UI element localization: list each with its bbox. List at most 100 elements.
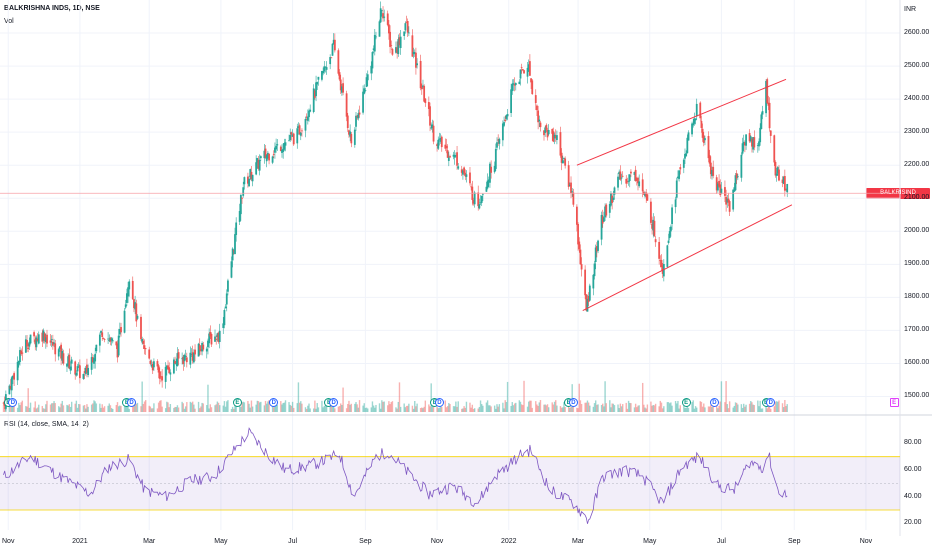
candle-body [505,114,508,119]
volume-bar [256,400,259,412]
earnings-event-icon[interactable]: E [232,398,242,407]
volume-bar [701,406,704,412]
candle-body [601,216,604,224]
candle-body [668,231,671,239]
volume-bar [183,408,186,412]
volume-bar [636,407,638,412]
volume-bar [462,408,464,412]
dividend-event-icon[interactable]: D [269,398,279,407]
candle-body [551,129,554,134]
volume-bar [140,406,142,412]
candle-body [371,52,374,69]
candle-body [514,83,517,86]
volume-bar [199,408,201,412]
candle-body [251,174,254,182]
candle-body [585,294,588,311]
candle-body [567,165,570,187]
dividend-event-icon[interactable]: D [434,398,444,407]
volume-bar [54,403,56,412]
volume-bar [210,407,213,412]
candle-body [445,145,448,149]
dividend-event-icon[interactable]: D [766,398,776,407]
volume-bar [382,401,384,412]
volume-bar [381,400,383,412]
volume-bar [281,404,283,412]
candle-body [198,345,201,351]
candle-body [715,177,718,191]
volume-bar [197,401,200,412]
candle-body [694,118,697,121]
volume-bar [329,405,331,412]
candle-body [712,166,715,176]
candle-body [397,39,400,55]
candle-body [192,352,195,363]
candle-body [276,144,279,146]
candle-body [503,122,505,126]
volume-bar [372,405,375,412]
volume-bar [637,405,639,412]
volume-bar [300,401,302,412]
volume-bar [345,408,348,412]
volume-bar [189,401,192,412]
candle-body [720,188,723,194]
volume-bar [398,382,401,412]
candle-body [131,280,134,300]
candle-body [753,137,756,148]
candle-body [776,167,779,174]
dividend-event-icon[interactable]: D [709,398,719,407]
dividend-event-icon[interactable]: D [8,398,18,407]
dividend-event-icon[interactable]: D [568,398,578,407]
candle-body [102,337,105,339]
volume-bar [449,404,451,412]
candle-body [281,149,283,153]
volume-bar [100,407,102,412]
earnings-event-icon[interactable]: E [681,398,691,407]
volume-bar [260,401,262,412]
candle-body [641,179,644,192]
volume-bar [148,405,150,412]
candle-body [735,173,738,179]
volume-bar [785,406,787,412]
candle-body [684,153,686,159]
volume-bar [301,403,303,412]
candle-body [24,339,27,353]
volume-bar [633,407,636,412]
candle-body [775,173,778,176]
volume-bar [68,404,71,412]
earnings-event-icon[interactable]: E [889,398,899,407]
volume-bar [658,406,660,412]
volume-bar [478,406,481,412]
volume-bar [708,406,711,412]
volume-bar [242,401,244,412]
dividend-event-icon[interactable]: D [329,398,339,407]
candle-body [653,220,656,236]
volume-bar [226,401,228,412]
candle-body [279,146,282,152]
rsi-tick-label: 80.00 [904,439,922,447]
candle-body [490,166,493,173]
volume-bar [251,406,254,412]
volume-bar [263,405,266,412]
candle-body [523,70,525,74]
candle-body [304,118,307,131]
volume-bar [275,400,277,412]
candle-body [74,361,77,375]
volume-bar [230,408,233,412]
candle-body [390,45,393,47]
volume-bar [421,407,423,412]
candle-body [420,86,423,90]
volume-bar [510,405,512,412]
volume-bar [503,408,505,412]
dividend-event-icon[interactable]: D [127,398,137,407]
volume-bar [117,406,120,412]
volume-bar [587,402,590,412]
time-tick-label: Mar [572,538,585,545]
candle-body [501,123,504,141]
candle-body [709,162,712,175]
candle-body [564,158,567,166]
candle-body [298,125,301,135]
candle-body [356,115,359,117]
candle-body [610,193,612,206]
candle-body [446,150,449,158]
